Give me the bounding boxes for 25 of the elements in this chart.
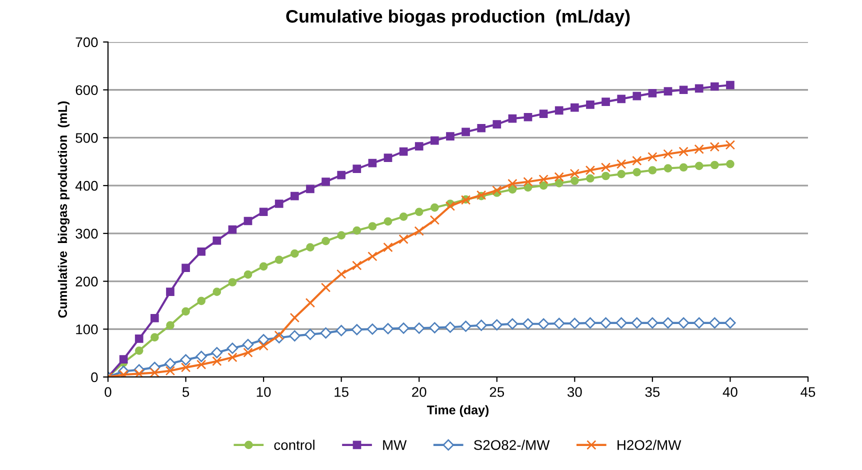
y-tick-label: 500 <box>76 133 98 143</box>
legend-label: H2O2/MW <box>618 440 682 450</box>
x-tick-label: 35 <box>645 387 660 397</box>
chart-title: Cumulative biogas production (mL/day) <box>286 9 630 26</box>
y-tick-label: 400 <box>75 180 98 191</box>
y-tick-label: 0 <box>91 372 98 382</box>
y-tick-label: 700 <box>76 37 98 48</box>
x-tick-label: 25 <box>490 387 504 397</box>
legend-label: S2O82-/MW <box>474 440 550 450</box>
x-tick-label: 45 <box>800 387 816 397</box>
x-axis-title: Time (day) <box>426 405 489 417</box>
y-tick-label: 600 <box>76 85 98 96</box>
legend-label: MW <box>383 440 407 450</box>
x-tick-label: 15 <box>334 387 348 397</box>
y-tick-label: 100 <box>76 324 98 334</box>
x-tick-label: 20 <box>412 387 426 397</box>
x-tick-label: 0 <box>104 387 112 397</box>
x-tick-label: 5 <box>182 387 190 397</box>
legend-label: control <box>274 440 314 450</box>
x-tick-label: 30 <box>567 387 582 397</box>
y-tick-label: 200 <box>76 276 98 286</box>
y-axis-title: Cumulative biogas production (mL) <box>58 101 70 318</box>
x-tick-label: 10 <box>256 387 271 397</box>
y-tick-label: 300 <box>76 228 98 239</box>
x-tick-label: 40 <box>722 387 738 397</box>
